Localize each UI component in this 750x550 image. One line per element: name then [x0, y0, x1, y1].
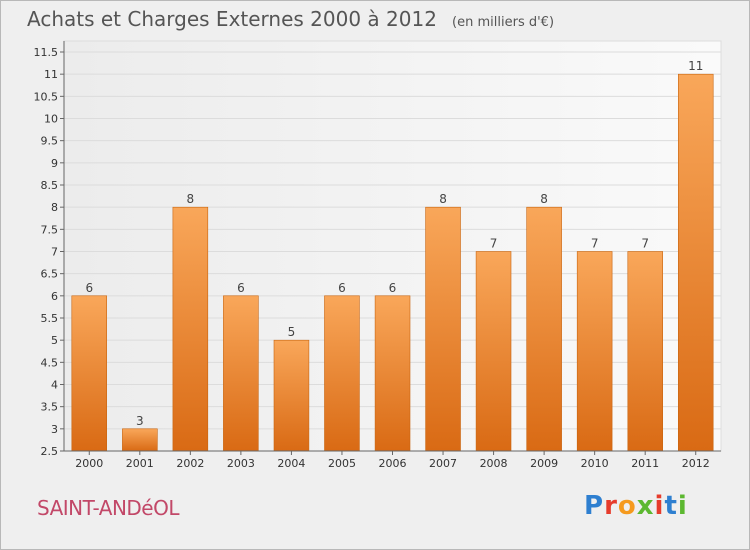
- data-label: 3: [136, 414, 144, 428]
- data-label: 7: [490, 237, 498, 251]
- chart-subtitle: (en milliers d'€): [452, 15, 555, 30]
- logo-letter: x: [636, 491, 655, 521]
- x-tick-label: 2009: [530, 457, 558, 470]
- bar-2012: [677, 73, 714, 452]
- x-tick-label: 2000: [75, 457, 103, 470]
- y-tick-label: 5.5: [41, 312, 59, 325]
- data-label: 6: [237, 281, 245, 295]
- bar-2001: [122, 428, 158, 452]
- y-tick-label: 9: [51, 157, 58, 170]
- bar-2011: [627, 251, 663, 452]
- data-label: 11: [688, 59, 703, 73]
- axes: 2.5 3 3.5 4 4.5 5 5.5 6 6.5 7 7.5 8 8.5 9 9.5 10 10.5 11 1…: [34, 41, 721, 470]
- y-tick-label: 8: [51, 201, 58, 214]
- x-tick-label: 2004: [277, 457, 305, 470]
- data-label: 8: [439, 192, 447, 206]
- x-tick-label: 2005: [328, 457, 356, 470]
- x-tick-label: 2011: [631, 457, 659, 470]
- logo-letter: i: [654, 491, 665, 521]
- bar-2009: [526, 206, 562, 452]
- y-tick-label: 3: [51, 423, 58, 436]
- bar-2008: [475, 251, 512, 452]
- proxiti-logo[interactable]: Proxiti: [584, 491, 688, 521]
- x-tick-label: 2006: [379, 457, 407, 470]
- logo-letter: o: [617, 491, 637, 521]
- bar-2005: [324, 295, 360, 452]
- bars: 6 3 8 6 5 6 6 8 7 8 7 7 11: [71, 59, 714, 452]
- x-tick-label: 2007: [429, 457, 457, 470]
- bar-2010: [576, 251, 613, 452]
- y-tick-label: 9.5: [41, 135, 59, 148]
- x-tick-label: 2010: [581, 457, 609, 470]
- bar-2002: [172, 206, 209, 452]
- data-label: 8: [540, 192, 548, 206]
- data-label: 8: [187, 192, 195, 206]
- x-tick-label: 2008: [480, 457, 508, 470]
- data-label: 7: [641, 237, 649, 251]
- logo-letter: r: [604, 491, 618, 521]
- y-tick-label: 10: [44, 113, 58, 126]
- y-tick-label: 4: [51, 379, 58, 392]
- bar-2000: [71, 295, 108, 452]
- y-tick-label: 10.5: [34, 90, 59, 103]
- y-tick-label: 11.5: [34, 46, 59, 59]
- x-tick-label: 2012: [682, 457, 710, 470]
- x-tick-label: 2001: [126, 457, 154, 470]
- bar-2007: [425, 206, 461, 452]
- y-tick-label: 6.5: [41, 268, 59, 281]
- y-tick-label: 3.5: [41, 401, 59, 414]
- data-label: 6: [338, 281, 346, 295]
- x-tick-label: 2003: [227, 457, 255, 470]
- bar-2004: [273, 339, 310, 452]
- y-tick-label: 11: [44, 68, 58, 81]
- data-label: 5: [288, 325, 296, 339]
- chart-title: Achats et Charges Externes 2000 à 2012: [27, 7, 437, 31]
- commune-name: SAINT-ANDéOL: [37, 496, 180, 520]
- x-tick-label: 2002: [176, 457, 204, 470]
- logo-letter: t: [664, 491, 678, 521]
- logo-letter: i: [677, 491, 688, 521]
- y-tick-label: 4.5: [41, 356, 59, 369]
- y-tick-label: 2.5: [41, 445, 59, 458]
- data-label: 6: [389, 281, 397, 295]
- y-tick-label: 6: [51, 290, 58, 303]
- y-tick-label: 7.5: [41, 223, 59, 236]
- bar-2006: [374, 295, 411, 452]
- bar-2003: [223, 295, 259, 452]
- title-row: Achats et Charges Externes 2000 à 2012 (…: [27, 7, 554, 31]
- logo-letter: P: [584, 491, 605, 521]
- data-label: 7: [591, 237, 599, 251]
- y-tick-label: 5: [51, 334, 58, 347]
- data-label: 6: [85, 281, 93, 295]
- y-tick-label: 8.5: [41, 179, 59, 192]
- y-tick-label: 7: [51, 246, 58, 259]
